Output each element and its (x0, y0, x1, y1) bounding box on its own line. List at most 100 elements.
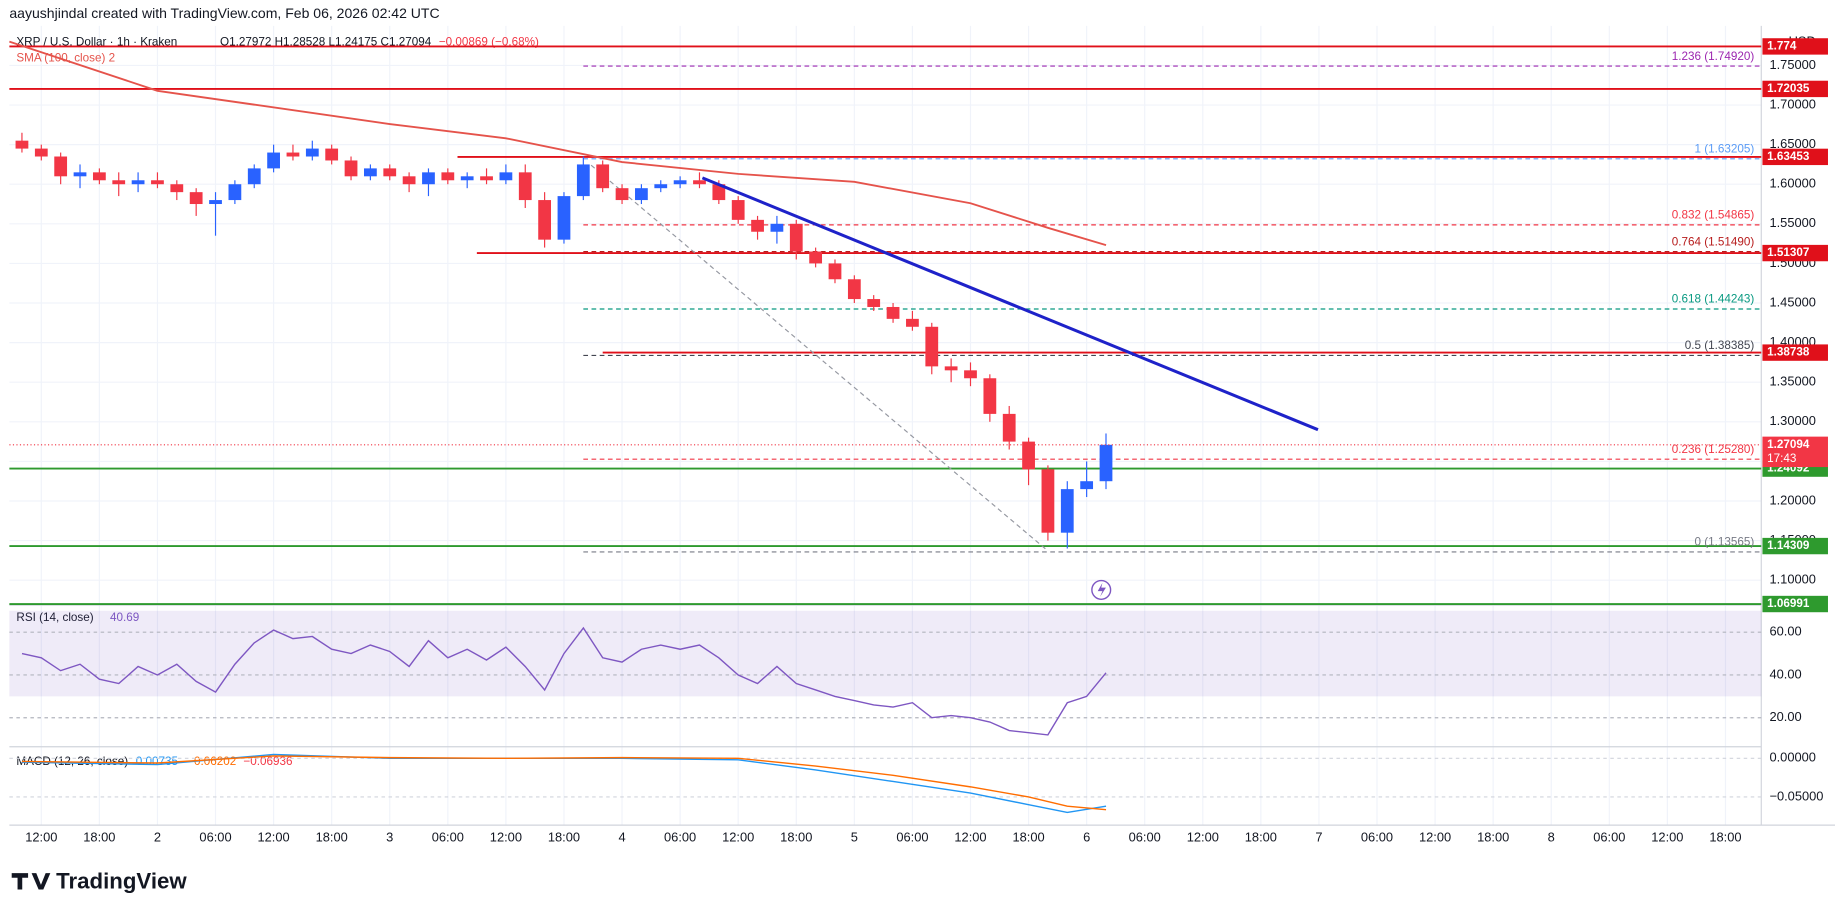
candle-body (867, 299, 881, 307)
rsi-tick-label: 20.00 (1769, 709, 1801, 724)
candle-body (1099, 444, 1113, 482)
candle-body (847, 279, 861, 300)
candle-body (383, 168, 397, 177)
y-tick-label: 1.60000 (1769, 176, 1815, 191)
rsi-tick-label: 40.00 (1769, 666, 1801, 681)
candle-body (286, 152, 300, 157)
rsi-label: RSI (14, close) (16, 611, 93, 624)
candle-body (925, 326, 939, 367)
fib-label: 1.236 (1.74920) (1672, 50, 1755, 63)
candle-body (1060, 489, 1074, 533)
fib-label: 0.618 (1.44243) (1672, 293, 1755, 306)
x-tick-label: 12:00 (490, 829, 522, 844)
candle-body (576, 164, 590, 197)
level-tag: 1.14309 (1767, 539, 1810, 552)
macd-tick-label: −0.05000 (1769, 788, 1823, 803)
candle-body (518, 172, 532, 201)
candle-body (325, 148, 339, 161)
candle-body (906, 318, 919, 327)
last-price-box (1762, 436, 1828, 468)
sma-label: SMA (100, close) 2 (16, 52, 115, 65)
ohlc: O1.27972 H1.28528 L1.24175 C1.27094 (220, 35, 432, 48)
candle-body (886, 306, 900, 319)
x-tick-label: 12:00 (258, 829, 290, 844)
level-tag-box (1762, 344, 1828, 361)
brand-logo (11, 873, 51, 890)
y-tick-label: 1.55000 (1769, 215, 1815, 230)
candle-body (1002, 413, 1016, 442)
countdown: 17:43 (1767, 452, 1796, 465)
fib-diagonal (590, 164, 1047, 550)
x-tick-label: 06:00 (1361, 829, 1393, 844)
x-tick-label: 18:00 (1245, 829, 1277, 844)
x-tick-label: 06:00 (199, 829, 231, 844)
candle-body (441, 172, 455, 181)
rsi-line (21, 626, 1107, 736)
candle-body (151, 180, 164, 185)
rsi-value: 40.69 (110, 611, 139, 624)
event-icon[interactable] (1091, 579, 1112, 600)
fib-label: 0.236 (1.25280) (1672, 443, 1755, 456)
candle-body (344, 160, 358, 177)
candle-body (1022, 441, 1035, 470)
change: −0.00869 (−0.68%) (439, 35, 539, 48)
level-tag-box (1762, 537, 1828, 555)
x-tick-label: 7 (1315, 829, 1322, 844)
level-tag: 1.51307 (1767, 246, 1809, 259)
candle-body (480, 176, 493, 181)
x-tick-label: 06:00 (1593, 829, 1625, 844)
event-icon-bolt (1097, 582, 1106, 597)
x-tick-label: 18:00 (1477, 829, 1509, 844)
candle-body (73, 172, 87, 177)
candle-body (15, 140, 29, 149)
y-tick-label: 1.45000 (1769, 294, 1815, 309)
candle-body (209, 200, 222, 205)
candle-body (828, 263, 842, 280)
sma-line (9, 40, 1107, 247)
x-tick-label: 12:00 (954, 829, 986, 844)
x-tick-label: 2 (154, 829, 161, 844)
candle-body (712, 184, 726, 201)
grid-layer (9, 25, 1762, 826)
candle-body (422, 172, 435, 185)
x-tick-label: 12:00 (1419, 829, 1451, 844)
candle-body (751, 219, 764, 232)
level-tag-box (1762, 80, 1828, 98)
x-tick-label: 12:00 (25, 829, 57, 844)
rsi-tick-label: 60.00 (1769, 624, 1801, 639)
candle-body (557, 196, 571, 240)
candle-body (131, 180, 145, 185)
fib-label: 0.764 (1.51490) (1672, 235, 1755, 248)
rsi-band (9, 610, 1762, 697)
candle-body (731, 200, 745, 220)
x-tick-label: 18:00 (83, 829, 115, 844)
candle-body (112, 180, 126, 185)
candle-body (364, 168, 377, 177)
candle-body (615, 188, 629, 201)
candle-body (1080, 481, 1094, 490)
x-tick-label: 18:00 (1012, 829, 1044, 844)
x-tick-label: 18:00 (316, 829, 348, 844)
x-tick-label: 6 (1083, 829, 1090, 844)
level-tag: 1.06991 (1767, 597, 1810, 610)
fib-label: 0.5 (1.38385) (1685, 339, 1755, 352)
candle-body (402, 176, 416, 185)
candle-body (654, 184, 668, 189)
candle-body (538, 200, 552, 240)
candle-body (1041, 469, 1055, 533)
x-tick-label: 06:00 (896, 829, 928, 844)
x-tick-label: 06:00 (432, 829, 464, 844)
level-tag: 1.63453 (1767, 150, 1810, 163)
y-tick-label: 1.75000 (1769, 57, 1815, 72)
level-tag-box (1762, 38, 1828, 55)
level-tag: 1.72035 (1767, 82, 1810, 95)
level-tag: 1.38738 (1767, 346, 1810, 359)
candle-body (770, 223, 784, 232)
macd-tick-label: 0.00000 (1769, 750, 1815, 765)
candle-body (635, 188, 648, 201)
x-tick-label: 18:00 (1709, 829, 1741, 844)
x-tick-label: 4 (618, 829, 625, 844)
candle-body (983, 378, 997, 414)
candle-body (247, 168, 261, 185)
symbol: XRP / U.S. Dollar · 1h · Kraken (16, 35, 177, 48)
